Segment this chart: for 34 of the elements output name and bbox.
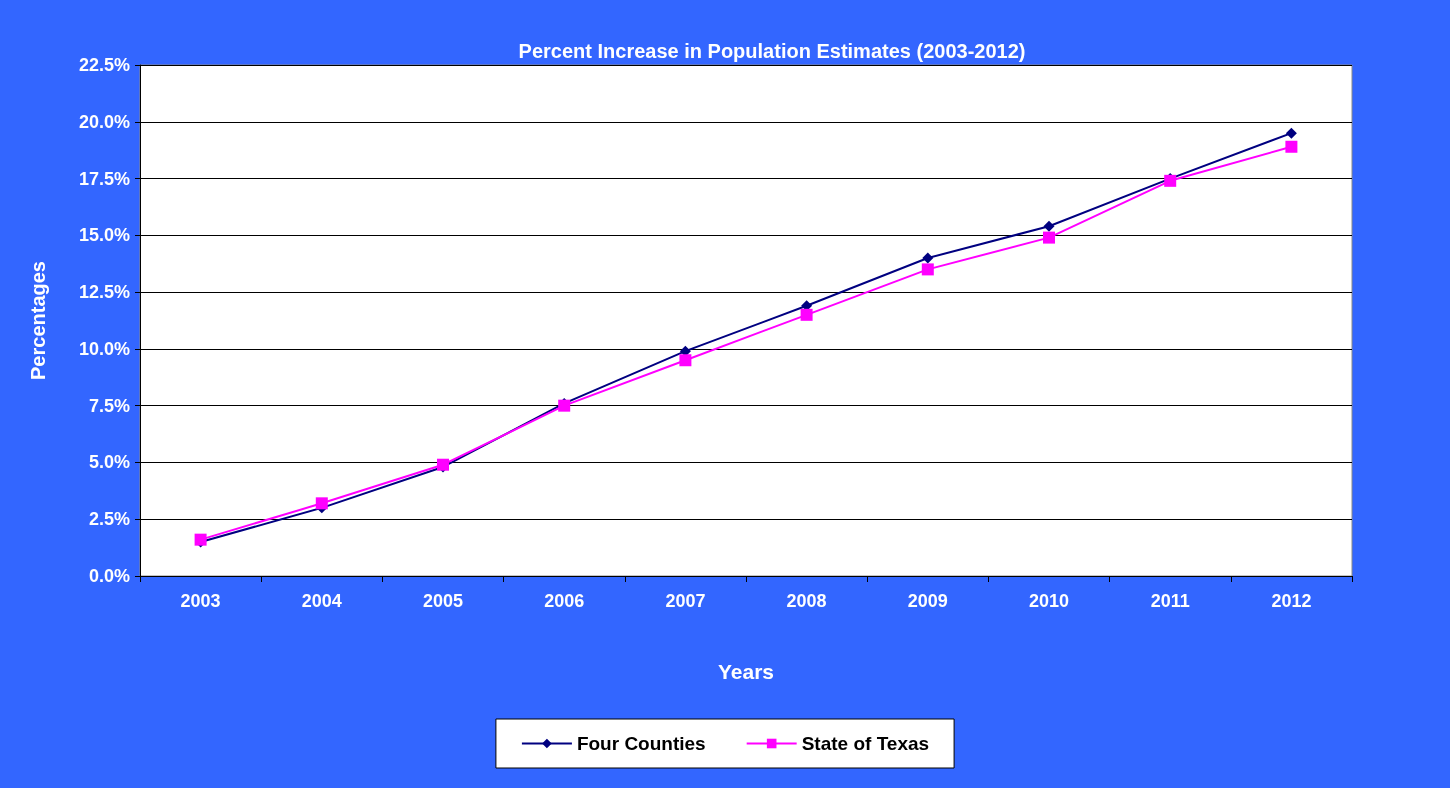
x-tick-label: 2010 [1028, 591, 1070, 611]
chart-title: Percent Increase in Population Estimates (2003-2012) [518, 40, 1026, 62]
x-axis-title: Years [717, 660, 775, 683]
y-tick-label: 10.0% [78, 338, 130, 359]
x-tick-label: 2008 [786, 591, 827, 611]
point [1043, 231, 1055, 244]
point [1285, 140, 1298, 153]
y-tick-label: 2.5% [88, 509, 130, 530]
point [922, 252, 934, 264]
y-axis-title: Percentages [27, 261, 49, 380]
y-tick-label: 0.0% [88, 566, 130, 586]
point [800, 308, 813, 321]
point [1285, 127, 1297, 139]
legend-label: State of Texas [801, 733, 930, 754]
x-tick-label: 2009 [907, 591, 948, 611]
y-tick-label: 17.5% [78, 168, 130, 189]
x-tick-label: 2007 [665, 591, 706, 611]
x-tick-label: 2011 [1150, 591, 1190, 611]
point [1043, 220, 1055, 232]
x-tick-label: 2006 [544, 591, 585, 611]
y-tick-label: 5.0% [88, 452, 130, 473]
y-tick-label: 12.5% [78, 282, 130, 303]
point [315, 497, 328, 510]
legend-label: Four Counties [576, 733, 706, 754]
y-tick-label: 15.0% [78, 225, 130, 246]
x-tick-label: 2005 [422, 591, 464, 611]
y-tick-label: 22.5% [78, 55, 130, 75]
x-tick-label: 2004 [301, 591, 342, 611]
x-tick-label: 2003 [180, 591, 221, 611]
point [679, 354, 692, 367]
x-tick-label: 2012 [1271, 591, 1312, 611]
y-tick-label: 20.0% [78, 111, 130, 132]
y-tick-label: 7.5% [88, 395, 130, 416]
point [921, 263, 934, 276]
